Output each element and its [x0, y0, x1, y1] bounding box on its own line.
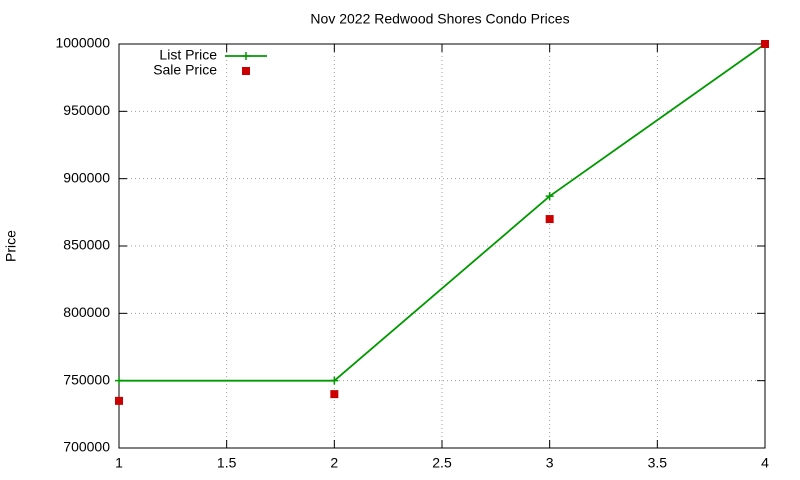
- series-line: [119, 43, 766, 382]
- legend-label: List Price: [159, 47, 217, 63]
- x-tick-label: 3: [546, 455, 554, 471]
- x-tick-label: 4: [761, 455, 769, 471]
- point-marker: [761, 40, 769, 48]
- point-marker: [330, 390, 339, 399]
- y-axis-label: Price: [3, 230, 19, 262]
- x-tick-label: 3.5: [648, 455, 668, 471]
- y-tick-label: 800000: [63, 304, 110, 320]
- x-tick-label: 1.5: [217, 455, 237, 471]
- y-tick-label: 1000000: [55, 35, 110, 51]
- x-tick-label: 1: [115, 455, 123, 471]
- point-marker: [115, 376, 123, 385]
- y-tick-label: 900000: [63, 169, 110, 185]
- point-marker: [545, 215, 554, 224]
- plot-border: [118, 43, 766, 449]
- legend-marker: [242, 67, 250, 75]
- y-tick-label: 700000: [63, 439, 110, 455]
- x-tick-label: 2.5: [432, 455, 452, 471]
- legend-label: Sale Price: [153, 62, 217, 78]
- legend-marker: [242, 52, 250, 60]
- x-tick-label: 2: [330, 455, 338, 471]
- y-tick-label: 850000: [63, 237, 110, 253]
- y-tick-label: 750000: [63, 371, 110, 387]
- y-tick-label: 950000: [63, 102, 110, 118]
- point-marker: [545, 192, 554, 201]
- point-marker: [115, 396, 123, 405]
- point-marker: [330, 376, 339, 385]
- chart-title: Nov 2022 Redwood Shores Condo Prices: [310, 11, 569, 27]
